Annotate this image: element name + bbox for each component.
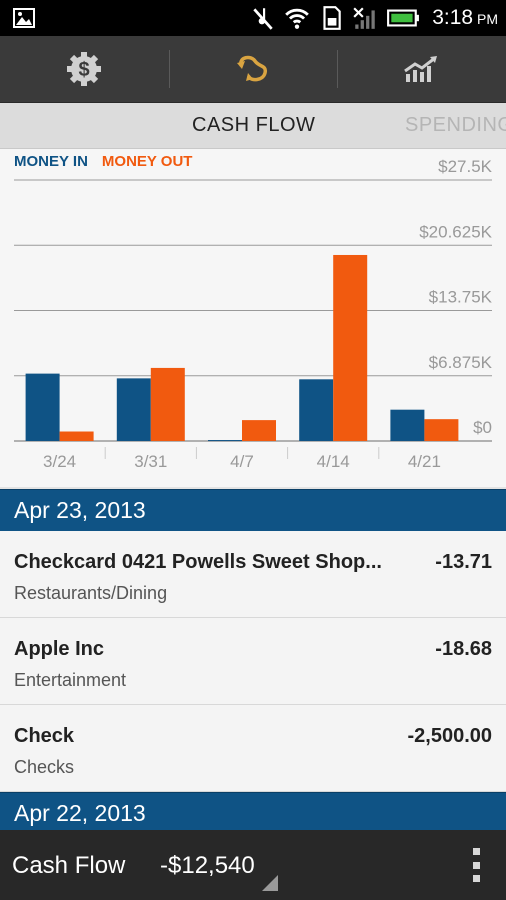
no-signal-icon xyxy=(353,7,375,29)
x-tick-label: 4/14 xyxy=(317,452,350,471)
transaction-name: Apple Inc xyxy=(14,638,105,660)
bottom-bar: Cash Flow -$12,540 xyxy=(0,830,506,900)
trends-icon xyxy=(403,56,437,82)
transaction-row[interactable]: Check -2,500.00 Checks xyxy=(0,705,506,792)
transaction-amount: -13.71 xyxy=(435,551,492,573)
sd-card-icon xyxy=(323,6,341,30)
cash-flow-total[interactable]: -$12,540 xyxy=(160,852,255,879)
transaction-list[interactable]: Apr 23, 2013 Checkcard 0421 Powells Swee… xyxy=(0,489,506,830)
transaction-category: Entertainment xyxy=(14,670,127,690)
gallery-icon xyxy=(13,8,35,28)
mute-icon xyxy=(253,8,273,30)
bar-money-in xyxy=(116,378,151,441)
svg-text:$: $ xyxy=(79,59,90,81)
bar-money-in xyxy=(390,409,425,441)
bar-money-out xyxy=(333,254,368,441)
overflow-menu-icon[interactable] xyxy=(470,848,482,882)
bar-money-out xyxy=(242,420,276,441)
bar-money-out xyxy=(150,367,185,441)
chart-legend: MONEY IN MONEY OUT xyxy=(14,153,192,170)
x-tick-label: 4/21 xyxy=(408,452,441,471)
action-bar: $ xyxy=(0,36,506,103)
bar-money-out xyxy=(59,431,94,441)
transaction-name: Check xyxy=(14,725,75,747)
y-tick-label: $6.875K xyxy=(429,353,493,372)
x-tick-label: 3/24 xyxy=(43,452,76,471)
bar-money-out xyxy=(424,419,459,441)
cash-flow-icon xyxy=(237,55,268,82)
dropdown-caret-icon[interactable] xyxy=(262,875,278,891)
bar-money-in xyxy=(299,379,334,441)
dollar-gear-icon: $ xyxy=(67,52,102,86)
tab-spending[interactable]: SPENDING xyxy=(405,114,506,136)
y-tick-label: $13.75K xyxy=(429,288,493,307)
y-tick-label: $27.5K xyxy=(438,157,493,176)
tab-strip: CASH FLOW SPENDING xyxy=(0,103,506,149)
cash-flow-button[interactable] xyxy=(168,36,338,102)
x-tick-label: 3/31 xyxy=(134,452,167,471)
accounts-button[interactable]: $ xyxy=(0,36,169,102)
transaction-row[interactable]: Checkcard 0421 Powells Sweet Shop... -13… xyxy=(0,531,506,618)
legend-money-out: MONEY OUT xyxy=(101,153,193,170)
bar-money-in xyxy=(208,440,242,442)
legend-money-in: MONEY IN xyxy=(14,153,88,170)
transaction-category: Restaurants/Dining xyxy=(14,583,168,603)
chart-canvas: $0 $6.875K $13.75K $20.625K $27.5K 3/24 3/31 4/… xyxy=(0,157,506,489)
y-tick-label: $0 xyxy=(473,418,492,437)
transaction-amount: -18.68 xyxy=(435,638,492,660)
transaction-name: Checkcard 0421 Powells Sweet Shop... xyxy=(14,551,382,573)
trends-button[interactable] xyxy=(337,36,506,102)
battery-icon xyxy=(387,9,420,27)
transaction-category: Checks xyxy=(14,757,75,777)
y-tick-label: $20.625K xyxy=(419,222,492,241)
bar-money-in xyxy=(25,373,60,441)
date-header: Apr 23, 2013 xyxy=(0,489,506,531)
transaction-row[interactable]: Apple Inc -18.68 Entertainment xyxy=(0,618,506,705)
wifi-icon xyxy=(285,8,310,29)
cash-flow-chart: $0 $6.875K $13.75K $20.625K $27.5K 3/24 3/31 4/… xyxy=(0,149,506,489)
date-header: Apr 22, 2013 xyxy=(0,792,506,830)
x-tick-label: 4/7 xyxy=(230,452,254,471)
view-selector-label[interactable]: Cash Flow xyxy=(12,852,126,879)
tab-cash-flow[interactable]: CASH FLOW xyxy=(192,114,316,136)
status-bar: 3:18 PM xyxy=(0,0,506,36)
clock: 3:18 PM xyxy=(432,6,498,29)
transaction-amount: -2,500.00 xyxy=(407,725,492,747)
